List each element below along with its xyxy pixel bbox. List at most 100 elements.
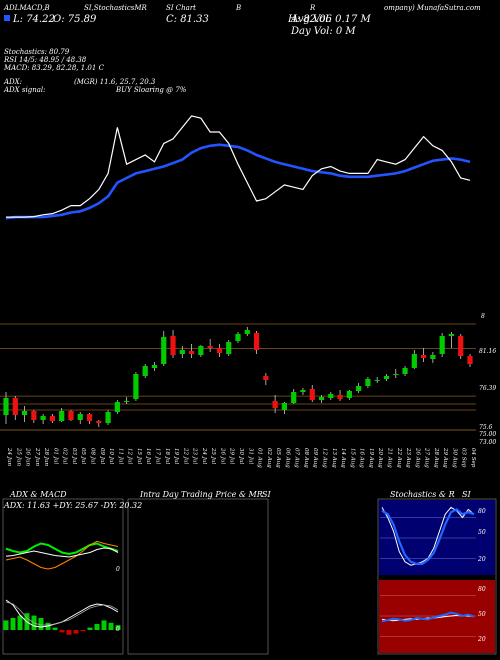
date-label: 05 Jul [80,448,86,464]
stoch-level-20: 20 [478,556,486,563]
candle-body [263,376,269,380]
date-label: 24 Jun [6,447,12,466]
date-label: 03 Jul [71,448,77,464]
date-label: 09 Aug [312,448,318,468]
stoch-level-50: 50 [478,529,486,536]
macd-bar [52,627,58,630]
candle-body [198,346,204,355]
date-label: 09 Jul [99,448,105,464]
date-label: 15 Aug [349,448,355,468]
date-label: 27 Jun [34,447,40,466]
date-label: 12 Jul [127,448,133,464]
stochastics-value: Stochastics: 80.79 [4,48,70,56]
header-part-1: ADLMACD,B [4,4,50,12]
intraday-title: Intra Day Trading Price & MR [140,490,263,499]
macd-bar [87,627,93,630]
candle-body [253,333,260,350]
series-color-swatch [4,15,10,21]
date-label: 26 Jun [25,447,31,466]
macd-bar [73,630,79,634]
adx-label: ADX: [4,78,23,86]
intraday-panel-border [127,498,269,655]
macd-zero-label: 0 [116,626,120,633]
date-label: 16 Jul [145,448,151,464]
adx-macd-values: ADX: 11.63 +DY: 25.67 -DY: 20.32 [4,501,143,510]
header-part-4: B [236,4,242,12]
adx-macd-title: ADX & MACD [10,490,67,499]
date-label: 20 Aug [377,447,383,468]
date-label: 31 Jul [247,448,253,464]
candle-body [207,346,213,348]
adx-signal-text: BUY Sloaring @ 7% [116,86,187,94]
candle-body [300,390,306,392]
intraday-si: SI [262,490,271,499]
date-label: 13 Aug [331,448,337,468]
candle-body [12,398,18,415]
header-part-5: R [310,4,316,12]
date-label: 23 Jul [192,447,198,464]
adx-series-line [5,547,119,558]
candle-body [105,412,111,423]
candle-body [189,351,195,354]
high-price: H: 82.06 [288,14,332,25]
date-label: 01 Aug [257,448,263,468]
date-label: 21 Aug [386,447,392,468]
candle-body [216,348,223,353]
open-price: O: 75.89 [53,14,97,25]
candle-body [86,414,93,421]
date-label: 18 Jul [164,448,170,464]
date-label: 28 Aug [433,447,439,468]
candle-body [21,411,28,415]
macd-bar [17,615,23,630]
date-label: 29 Aug [442,447,448,468]
price-level-1: 8 [481,313,485,320]
macd-bar [115,625,121,630]
adx-values: (MGR) 11.6, 25.7, 20.3 [74,78,156,86]
rsi-line [381,611,475,623]
avg-volume: Avg Vol: 0.17 M [291,14,371,25]
candle-body [383,376,390,379]
macd-bar [80,630,86,632]
candlestick-series [3,327,473,427]
price-line [6,115,471,218]
stoch-level-80: 80 [478,508,486,515]
date-label: 25 Jun [15,447,21,466]
candle-body [3,398,9,415]
candle-body [124,401,130,402]
date-label: 17 Jul [154,448,160,464]
price-grid [0,323,476,431]
date-label: 06 Aug [284,448,290,468]
close-price: C: 81.33 [166,14,209,25]
date-label: 04 Sep [470,448,476,468]
stoch-d-line [381,508,475,565]
adx-macd-panel-border [2,498,124,655]
date-label: 15 Jul [136,448,142,464]
ema-line [5,143,471,220]
price-level-5: 75.00 [479,431,497,438]
candle-body [421,355,427,358]
date-label: 23 Aug [405,447,411,468]
candle-body [430,355,436,359]
macd-histogram [3,599,121,635]
candle-body [151,365,158,368]
candle-body [402,368,408,374]
header-part-2: SI,StochasticsMR [84,4,147,12]
date-label: 01 Jul [52,448,58,464]
date-label: 10 Jul [108,448,114,464]
adx-zero-label: 0 [116,566,120,573]
date-label: 24 Jul [201,447,207,464]
date-label: 26 Aug [414,447,420,468]
date-axis: 24 Jun 25 Jun 26 Jun 27 Jun 28 Jun 01 Jul 02 J… [6,447,476,468]
candle-body [49,416,55,421]
date-label: 16 Aug [359,448,365,468]
candle-body [346,391,352,398]
date-label: 14 Aug [340,448,346,468]
candle-body [226,342,232,354]
adx-signal-label: ADX signal: [4,86,46,94]
adx-series-line [5,540,119,570]
low-price: L: 74.22 [13,14,55,25]
candle-body [374,380,380,381]
candle-body [179,350,185,354]
price-level-3: 76.39 [479,385,497,392]
